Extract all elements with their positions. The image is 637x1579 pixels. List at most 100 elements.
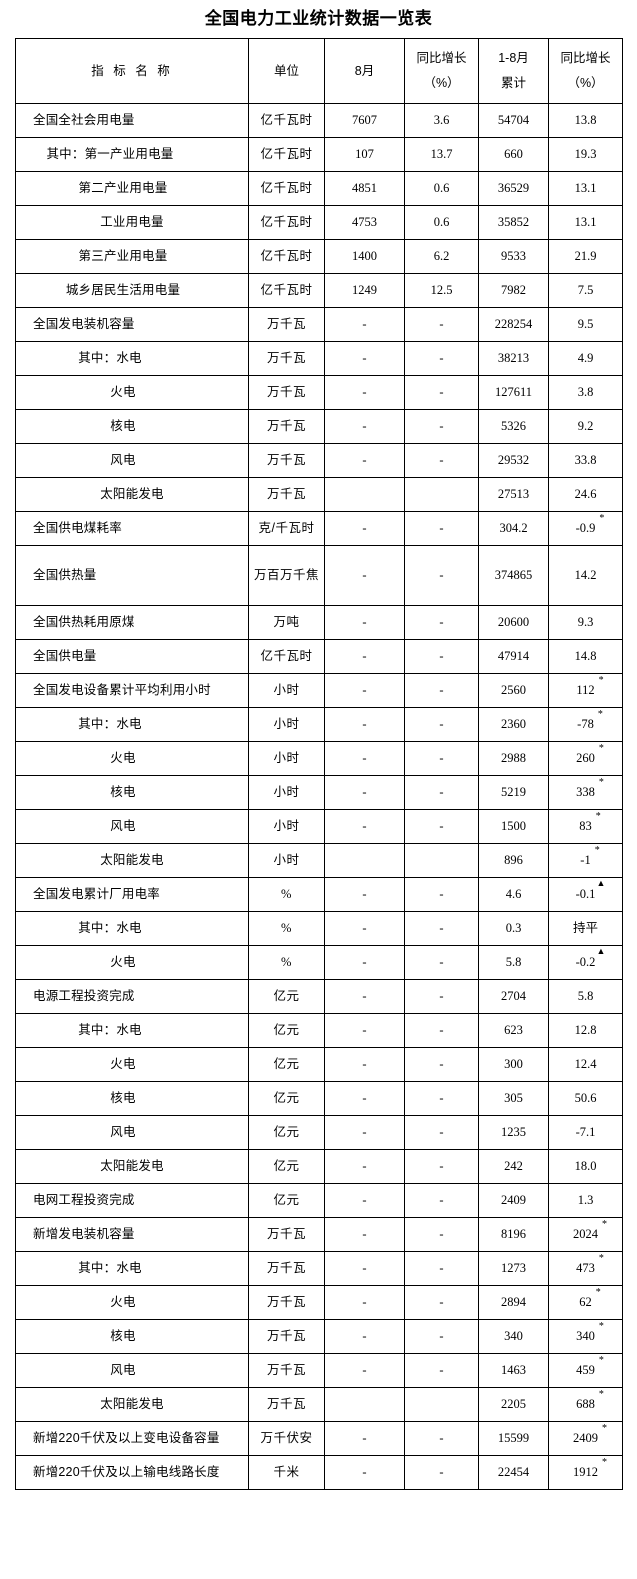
row-cumulative-value: 27513 xyxy=(478,477,549,513)
growth-value: 9.2 xyxy=(577,419,594,434)
row-month-value: - xyxy=(324,341,405,377)
row-month-value: - xyxy=(324,1115,405,1151)
column-header-line: 单位 xyxy=(273,63,299,78)
column-header-line: 同比增长 xyxy=(560,51,611,66)
row-unit: 亿千瓦时 xyxy=(248,137,325,173)
growth-value: 13.8 xyxy=(574,113,597,128)
table-row: 其中：水电 万千瓦 - -1273 473 * xyxy=(15,1251,623,1287)
row-cumulative-value: 36529 xyxy=(478,171,549,207)
row-indicator-name: 风电 xyxy=(15,1115,249,1151)
row-month-growth: - xyxy=(404,1353,479,1389)
row-cumulative-value: 5326 xyxy=(478,409,549,445)
growth-value: 1912 * xyxy=(573,1457,607,1480)
growth-value: 3.8 xyxy=(577,385,594,400)
table-row: 核电 亿元 - -305 50.6 xyxy=(15,1081,623,1117)
row-month-growth: - xyxy=(404,409,479,445)
row-indicator-name: 其中：第一产业用电量 xyxy=(15,137,249,173)
row-unit: 万千瓦 xyxy=(248,341,325,377)
row-unit: % xyxy=(248,945,325,981)
row-indicator-name: 第三产业用电量 xyxy=(15,239,249,275)
row-month-value xyxy=(324,1387,405,1423)
row-cumulative-growth: 688 * xyxy=(548,1387,623,1423)
electricity-statistics-table: 指 标 名 称单位 8月 同比增长 （%） 1-8月 累计 同比增长 （%） 全国全社会用电量… xyxy=(15,38,623,1491)
row-month-growth: 0.6 xyxy=(404,171,479,207)
row-indicator-name: 其中：水电 xyxy=(15,1251,249,1287)
row-unit: 小时 xyxy=(248,673,325,709)
row-month-value: - xyxy=(324,911,405,947)
row-cumulative-value: 54704 xyxy=(478,103,549,139)
row-indicator-name: 新增220千伏及以上变电设备容量 xyxy=(15,1421,249,1457)
row-month-growth: - xyxy=(404,1455,479,1491)
table-body: 全国全社会用电量 亿千瓦时 7607 3.6 54704 13.8 其中：第一产业用电量 亿千… xyxy=(15,103,623,1491)
row-cumulative-growth: 338 * xyxy=(548,775,623,811)
row-month-growth: - xyxy=(404,741,479,777)
table-row: 新增220千伏及以上输电线路长度 千米 - -22454 1912 * xyxy=(15,1455,623,1491)
row-month-value: - xyxy=(324,1013,405,1049)
table-container: 指 标 名 称单位 8月 同比增长 （%） 1-8月 累计 同比增长 （%） 全国全社会用电量… xyxy=(0,38,637,1491)
growth-value: 24.6 xyxy=(574,487,597,502)
row-month-growth: - xyxy=(404,1217,479,1253)
row-indicator-name: 新增220千伏及以上输电线路长度 xyxy=(15,1455,249,1491)
growth-value: 9.3 xyxy=(577,615,594,630)
row-month-growth: - xyxy=(404,1013,479,1049)
row-unit: 亿元 xyxy=(248,979,325,1015)
column-header-line: 同比增长 xyxy=(416,51,467,66)
growth-value: -0.9 * xyxy=(575,513,605,536)
row-unit: 亿元 xyxy=(248,1013,325,1049)
row-cumulative-value: 305 xyxy=(478,1081,549,1117)
asterisk-marker-icon: * xyxy=(598,1253,604,1265)
row-cumulative-growth: 19.3 xyxy=(548,137,623,173)
table-row: 核电 小时 - -5219 338 * xyxy=(15,775,623,811)
row-cumulative-growth: 83 * xyxy=(548,809,623,845)
table-row: 风电 万千瓦 - -1463 459 * xyxy=(15,1353,623,1389)
growth-value: 2409 * xyxy=(573,1423,607,1446)
asterisk-marker-icon: * xyxy=(598,743,604,755)
column-header-unit: 单位 xyxy=(248,38,325,105)
row-unit: 万千瓦 xyxy=(248,1319,325,1355)
row-unit: 小时 xyxy=(248,843,325,879)
row-cumulative-growth: 18.0 xyxy=(548,1149,623,1185)
row-cumulative-growth: -78 * xyxy=(548,707,623,743)
row-unit: 万千瓦 xyxy=(248,1387,325,1423)
growth-value: -0.1 ▲ xyxy=(575,878,606,902)
row-month-growth: - xyxy=(404,307,479,343)
row-cumulative-value: 1500 xyxy=(478,809,549,845)
triangle-marker-icon: ▲ xyxy=(596,946,606,957)
row-indicator-name: 风电 xyxy=(15,809,249,845)
table-row: 太阳能发电 亿元 - -242 18.0 xyxy=(15,1149,623,1185)
table-row: 全国发电累计厂用电率% - -4.6 -0.1 ▲ xyxy=(15,877,623,913)
growth-value: -78 * xyxy=(577,709,603,732)
table-row: 其中：第一产业用电量 亿千瓦时 107 13.7 660 19.3 xyxy=(15,137,623,173)
row-month-growth: - xyxy=(404,979,479,1015)
table-row: 全国发电设备累计平均利用小时 小时 - -2560 112 * xyxy=(15,673,623,709)
row-indicator-name: 全国发电累计厂用电率 xyxy=(15,877,249,913)
row-month-value: - xyxy=(324,979,405,1015)
row-indicator-name: 太阳能发电 xyxy=(15,477,249,513)
row-month-value: - xyxy=(324,673,405,709)
row-indicator-name: 其中：水电 xyxy=(15,911,249,947)
table-row: 核电 万千瓦 - -340 340 * xyxy=(15,1319,623,1355)
row-unit: 亿元 xyxy=(248,1081,325,1117)
row-unit: 万千瓦 xyxy=(248,477,325,513)
column-header-cumulative: 1-8月 累计 xyxy=(478,38,549,105)
row-month-value xyxy=(324,843,405,879)
row-indicator-name: 核电 xyxy=(15,1081,249,1117)
row-month-growth: - xyxy=(404,1421,479,1457)
row-month-value: - xyxy=(324,1285,405,1321)
growth-value: -1 * xyxy=(580,845,600,868)
row-month-value: - xyxy=(324,1353,405,1389)
row-cumulative-growth: -1 * xyxy=(548,843,623,879)
growth-value: 9.5 xyxy=(577,317,594,332)
row-unit: 小时 xyxy=(248,741,325,777)
row-cumulative-value: 15599 xyxy=(478,1421,549,1457)
table-row: 全国供热耗用原煤 万吨 - -20600 9.3 xyxy=(15,605,623,641)
row-indicator-name: 太阳能发电 xyxy=(15,1387,249,1423)
row-month-growth: - xyxy=(404,911,479,947)
table-row: 全国供电量 亿千瓦时 - -47914 14.8 xyxy=(15,639,623,675)
column-header-cumulative-growth: 同比增长 （%） xyxy=(548,38,623,105)
growth-value: 5.8 xyxy=(577,989,594,1004)
row-cumulative-value: 9533 xyxy=(478,239,549,275)
row-cumulative-growth: 112 * xyxy=(548,673,623,709)
row-cumulative-growth: 24.6 xyxy=(548,477,623,513)
row-indicator-name: 全国供电煤耗率 xyxy=(15,511,249,547)
